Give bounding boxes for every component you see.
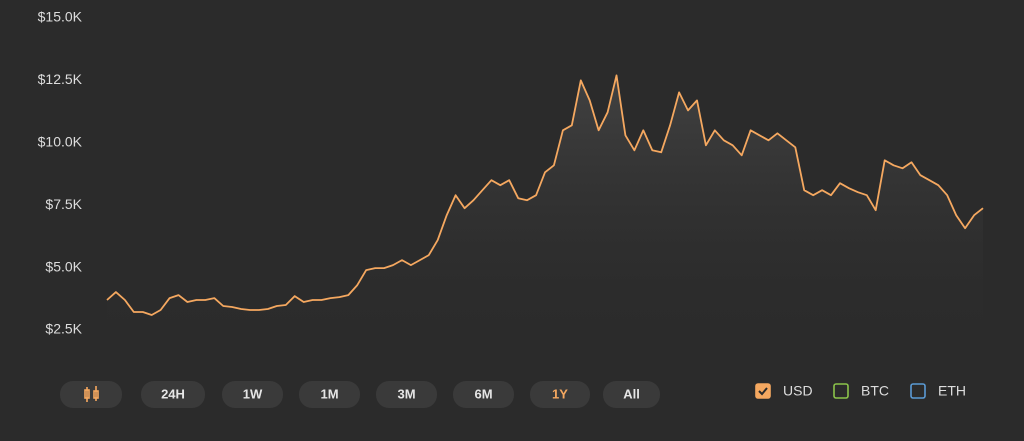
button-label: 6M (474, 386, 492, 401)
check (758, 387, 768, 396)
checkbox[interactable] (833, 383, 849, 399)
price-line (106, 74, 984, 316)
range-button[interactable]: 1M (299, 381, 360, 408)
legend-label: ETH (938, 383, 966, 399)
button[interactable] (222, 381, 283, 408)
y-tick-label: $15.0K (38, 9, 83, 25)
legend-item[interactable]: BTC (833, 383, 889, 399)
legend-item[interactable]: USD (755, 383, 813, 399)
button-label: 1W (243, 386, 263, 401)
area (107, 75, 983, 351)
y-tick-label: $12.5K (38, 71, 83, 87)
legend-item[interactable]: ETH (910, 383, 966, 399)
button[interactable] (453, 381, 514, 408)
candle-toggle[interactable] (60, 381, 122, 408)
y-tick-label: $10.0K (38, 134, 83, 150)
button-label: 1M (320, 386, 338, 401)
range-button[interactable]: 3M (376, 381, 437, 408)
range-button[interactable]: All (603, 381, 660, 408)
range-button[interactable]: 6M (453, 381, 514, 408)
button[interactable] (60, 381, 122, 408)
button-label: All (623, 386, 640, 401)
legend-label: BTC (861, 383, 889, 399)
button[interactable] (299, 381, 360, 408)
range-button[interactable]: 24H (141, 381, 205, 408)
checkbox[interactable] (755, 383, 771, 399)
y-tick-label: $5.0K (45, 258, 82, 274)
candle-icon (84, 386, 99, 402)
button-label: 1Y (552, 386, 568, 401)
range-button[interactable]: 1Y (530, 381, 590, 408)
button-label: 3M (397, 386, 415, 401)
y-tick-label: $2.5K (45, 321, 82, 337)
button[interactable] (530, 381, 590, 408)
legend-label: USD (783, 383, 813, 399)
button[interactable] (141, 381, 205, 408)
button[interactable] (376, 381, 437, 408)
checkbox[interactable] (910, 383, 926, 399)
y-tick-label: $7.5K (45, 196, 82, 212)
button[interactable] (603, 381, 660, 408)
range-button[interactable]: 1W (222, 381, 283, 408)
button-label: 24H (161, 386, 185, 401)
